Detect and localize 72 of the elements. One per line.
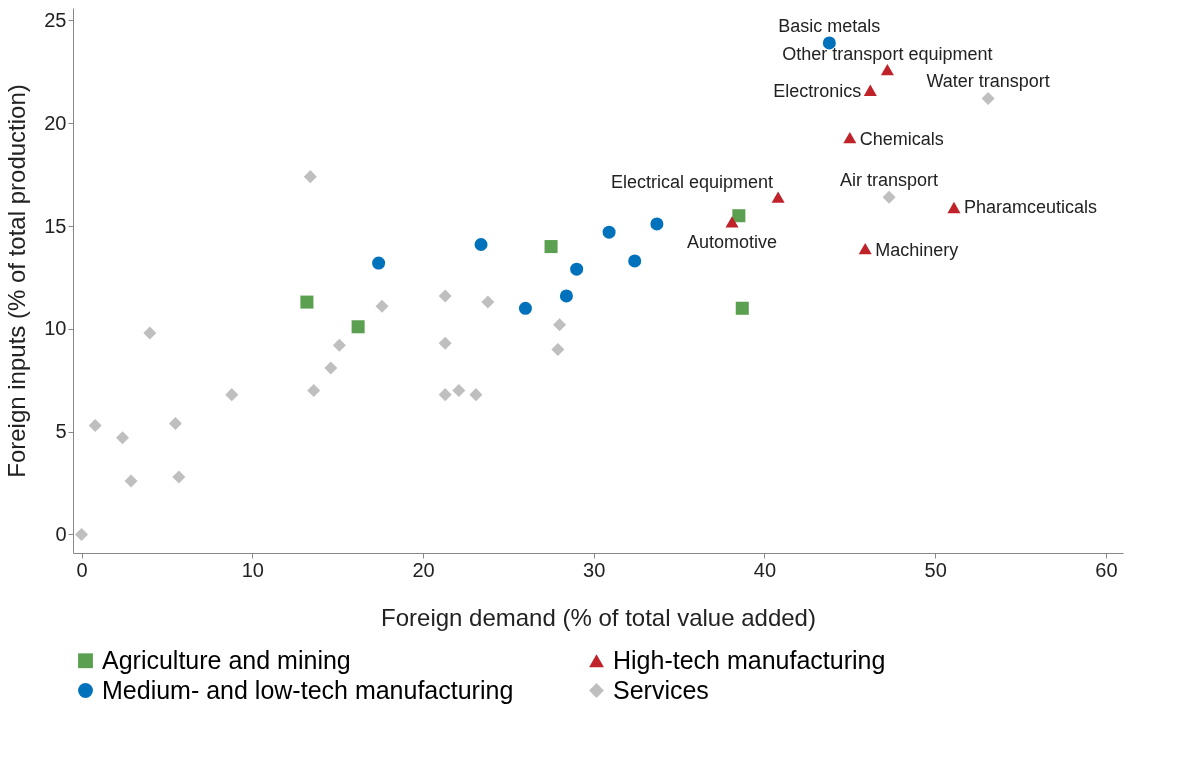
point	[75, 527, 89, 542]
point	[372, 256, 386, 270]
point	[481, 295, 495, 309]
point	[981, 91, 995, 106]
point	[324, 361, 338, 375]
point	[863, 84, 877, 96]
x-tick-label: 30	[583, 558, 606, 581]
x-tick-label: 10	[241, 558, 264, 581]
point	[172, 470, 186, 484]
point	[452, 384, 466, 398]
point	[303, 170, 317, 184]
point	[858, 242, 872, 255]
point	[438, 388, 452, 402]
legend-label: Medium- and low-tech manufacturing	[102, 675, 514, 704]
point	[551, 342, 565, 356]
y-tick-label: 25	[44, 8, 67, 31]
x-tick-label: 40	[753, 558, 777, 581]
point	[300, 295, 314, 309]
y-axis-title: Foreign inputs (% of total production)	[3, 84, 31, 478]
y-tick-label: 0	[55, 522, 67, 545]
y-tick-label: 10	[44, 317, 67, 340]
annotation: Water transport	[926, 71, 1050, 92]
annotation: Other transport equipment	[782, 43, 993, 64]
annotation: Automotive	[687, 231, 778, 252]
point	[168, 416, 182, 430]
point	[947, 201, 961, 214]
x-axis-title: Foreign demand (% of total value added)	[381, 603, 816, 631]
point	[469, 388, 483, 402]
point	[518, 301, 532, 315]
point	[650, 217, 664, 231]
point	[732, 209, 746, 223]
legend-label: High-tech manufacturing	[613, 645, 886, 674]
annotation: Machinery	[875, 239, 959, 260]
annotation: Electrical equipment	[611, 172, 774, 193]
point	[143, 326, 157, 340]
point	[735, 301, 749, 315]
point	[438, 336, 452, 350]
point	[225, 388, 239, 402]
point	[602, 225, 616, 239]
point	[307, 384, 321, 398]
point	[570, 262, 584, 276]
point	[544, 240, 558, 254]
x-tick-label: 20	[412, 558, 435, 581]
legend-label: Agriculture and mining	[102, 645, 351, 674]
point	[438, 289, 452, 303]
point	[628, 254, 642, 268]
legend-label: Services	[613, 675, 709, 704]
point	[351, 320, 365, 334]
y-tick-label: 20	[44, 111, 67, 134]
point	[771, 191, 785, 203]
point	[474, 238, 488, 252]
point	[880, 64, 894, 76]
y-tick-label: 5	[55, 420, 67, 443]
point	[553, 318, 567, 332]
point	[115, 431, 130, 445]
annotation: Electronics	[773, 81, 862, 102]
point	[375, 299, 389, 313]
annotation: Chemicals	[859, 128, 944, 149]
x-tick-label: 50	[924, 558, 947, 581]
point	[559, 289, 573, 303]
point	[332, 338, 346, 352]
point	[124, 474, 138, 488]
x-tick-label: 60	[1095, 558, 1118, 581]
x-tick-label: 0	[76, 558, 88, 581]
point	[725, 216, 739, 228]
point	[88, 418, 102, 433]
point	[882, 190, 896, 204]
annotation: Pharamceuticals	[963, 197, 1098, 218]
point	[843, 131, 857, 144]
annotation: Air transport	[840, 170, 939, 191]
y-tick-label: 15	[44, 214, 67, 237]
annotation: Basic metals	[778, 15, 881, 36]
